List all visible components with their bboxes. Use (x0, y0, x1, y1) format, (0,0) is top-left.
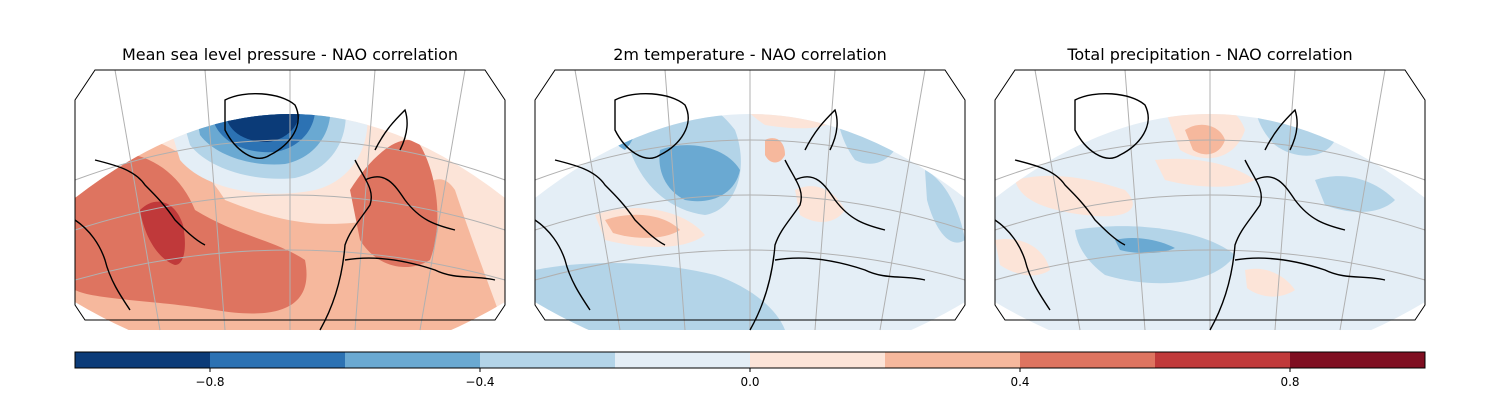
colorbar-tick-label-3: 0.4 (1010, 375, 1029, 389)
colorbar-tick-label-4: 0.8 (1280, 375, 1299, 389)
colorbar-bin-2 (345, 352, 480, 368)
map-panel-t2m (534, 69, 966, 331)
panel-title-mslp: Mean sea level pressure - NAO correlatio… (121, 45, 459, 64)
colorbar-bin-6 (885, 352, 1020, 368)
colorbar-bin-9 (1290, 352, 1425, 368)
panel-title-t2m: 2m temperature - NAO correlation (613, 45, 887, 64)
map-panel-precip (994, 69, 1426, 331)
colorbar-bin-3 (480, 352, 615, 368)
colorbar-bin-4 (615, 352, 750, 368)
colorbar-bin-5 (750, 352, 885, 368)
colorbar-tick-label-0: −0.8 (195, 375, 224, 389)
panel-title-precip: Total precipitation - NAO correlation (1067, 45, 1353, 64)
colorbar-bin-0 (75, 352, 210, 368)
colorbar-bin-7 (1020, 352, 1155, 368)
colorbar: −0.8 −0.4 0.0 0.4 0.8 (74, 351, 1426, 389)
map-panel-mslp (74, 69, 506, 331)
colorbar-bin-1 (210, 352, 345, 368)
colorbar-bin-8 (1155, 352, 1290, 368)
colorbar-tick-label-2: 0.0 (740, 375, 759, 389)
colorbar-tick-label-1: −0.4 (465, 375, 494, 389)
